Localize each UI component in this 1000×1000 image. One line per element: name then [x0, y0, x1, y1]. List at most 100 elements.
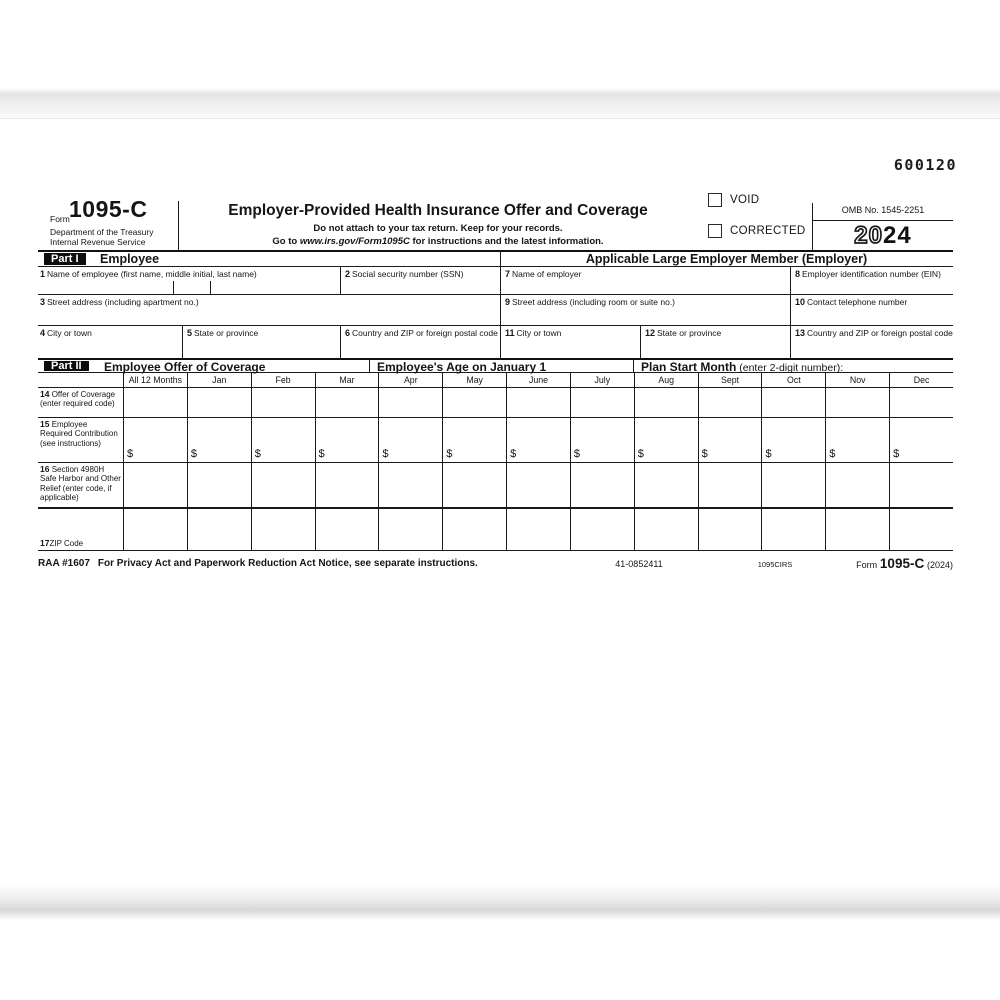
plan-start-month-bold: Plan Start Month [641, 360, 737, 374]
dept-line-1: Department of the Treasury [50, 227, 154, 237]
form-footer: RAA #1607 For Privacy Act and Paperwork R… [38, 556, 953, 576]
year-bold: 24 [883, 222, 912, 249]
field-8-ein[interactable]: 8 Employer identification number (EIN) [790, 267, 953, 294]
row-15-entry-cell[interactable]: $ [569, 418, 634, 462]
row-17-entry-cell[interactable] [761, 509, 825, 550]
field-1-number: 1 [40, 269, 46, 279]
row-14-entry-cell[interactable] [825, 388, 889, 417]
part1-employer-title: Applicable Large Employer Member (Employ… [585, 252, 868, 266]
row-14-entry-cell[interactable] [123, 388, 187, 417]
field-12-number: 12 [645, 328, 656, 338]
field-13-employer-country-zip[interactable]: 13 Country and ZIP or foreign postal code [790, 326, 953, 358]
row-15-entry-cell[interactable]: $ [506, 418, 570, 462]
row-16-entry-cell[interactable] [378, 463, 442, 507]
row-16-entry-cell[interactable] [697, 463, 762, 507]
footer-form-word: Form [856, 560, 878, 570]
plan-start-month-rest[interactable]: (enter 2-digit number): [736, 362, 844, 374]
serial-number: 600120 [893, 156, 957, 174]
part2-band-divider-2 [633, 360, 634, 372]
field-1-name-of-employee[interactable]: 1 Name of employee (first name, middle in… [38, 267, 340, 294]
plan-start-month-title: Plan Start Month (enter 2-digit number): [641, 360, 843, 374]
dollar-sign: $ [318, 448, 325, 460]
field-11-employer-city[interactable]: 11 City or town [500, 326, 640, 358]
field-6-label: Country and ZIP or foreign postal code [352, 328, 498, 338]
part2-box: Part II [44, 360, 89, 372]
month-header-may: May [442, 373, 506, 387]
field-4-city[interactable]: 4 City or town [38, 326, 182, 358]
row-15-entry-cell[interactable]: $ [123, 418, 187, 462]
employee-age-title: Employee's Age on January 1 [377, 360, 547, 374]
row-14-entry-cell[interactable] [442, 388, 506, 417]
row-15-entry-cell[interactable]: $ [761, 418, 825, 462]
row-17-entry-cell[interactable] [314, 509, 379, 550]
part2-title: Employee Offer of Coverage [104, 360, 266, 374]
row-15-entry-cell[interactable]: $ [442, 418, 506, 462]
field-6-country-zip[interactable]: 6 Country and ZIP or foreign postal code [340, 326, 500, 358]
row-17-entry-cell[interactable] [123, 509, 187, 550]
row-16-entry-cell[interactable] [761, 463, 825, 507]
void-checkbox[interactable] [708, 193, 722, 207]
row-15-entry-cell[interactable]: $ [186, 418, 251, 462]
row-14-entry-cell[interactable] [250, 388, 315, 417]
field-5-state[interactable]: 5 State or province [182, 326, 340, 358]
row-14-entry-cell[interactable] [314, 388, 379, 417]
row-17-entry-cell[interactable] [633, 509, 698, 550]
month-header-sept: Sept [697, 373, 762, 387]
row-16-entry-cell[interactable] [569, 463, 634, 507]
corrected-checkbox[interactable] [708, 224, 722, 238]
form-word: Form [50, 214, 70, 224]
row-14-entry-cell[interactable] [569, 388, 634, 417]
row-14-entry-cell[interactable] [697, 388, 762, 417]
row-15-entry-cell[interactable]: $ [697, 418, 762, 462]
row-15-entry-cell[interactable]: $ [314, 418, 379, 462]
row-16-entry-cell[interactable] [825, 463, 889, 507]
row-14-label: 14 Offer of Coverage (enter required cod… [40, 389, 116, 409]
row-17-entry-cell[interactable] [697, 509, 762, 550]
row-16-entry-cell[interactable] [889, 463, 953, 507]
row-14-entry-cell[interactable] [889, 388, 953, 417]
row-17-entry-cell[interactable] [378, 509, 442, 550]
row-15-entry-cell[interactable]: $ [825, 418, 889, 462]
row-15-entry-cell[interactable]: $ [889, 418, 953, 462]
row-17-entry-cell[interactable] [250, 509, 315, 550]
row-16-entry-cell[interactable] [633, 463, 698, 507]
row-16-entry-cell[interactable] [250, 463, 315, 507]
form-number: 1095-C [69, 196, 148, 222]
row-17-entry-cell[interactable] [442, 509, 506, 550]
form-title: Employer-Provided Health Insurance Offer… [228, 202, 648, 219]
dollar-sign: $ [893, 448, 900, 460]
row-17-entry-cell[interactable] [186, 509, 251, 550]
row-17-entry-cell[interactable] [889, 509, 953, 550]
field-12-employer-state[interactable]: 12 State or province [640, 326, 790, 358]
row-16-entry-cell[interactable] [123, 463, 187, 507]
row-15-entry-cell[interactable]: $ [633, 418, 698, 462]
row-17-entry-cell[interactable] [506, 509, 570, 550]
dollar-sign: $ [637, 448, 644, 460]
row-14-entry-cell[interactable] [378, 388, 442, 417]
row-14-entry-cell[interactable] [761, 388, 825, 417]
month-header-jan: Jan [186, 373, 251, 387]
row-16-entry-cell[interactable] [442, 463, 506, 507]
field-10-number: 10 [795, 297, 806, 307]
subtitle2-suffix: for instructions and the latest informat… [409, 236, 604, 247]
privacy-notice: RAA #1607 For Privacy Act and Paperwork R… [38, 558, 478, 569]
field-3-street-address[interactable]: 3 Street address (including apartment no.… [38, 295, 500, 325]
header-divider [178, 201, 179, 250]
row-17-entry-cell[interactable] [569, 509, 634, 550]
row-16-entry-cell[interactable] [314, 463, 379, 507]
row-14-entry-cell[interactable] [633, 388, 698, 417]
row-16-entry-cell[interactable] [186, 463, 251, 507]
field-2-ssn[interactable]: 2 Social security number (SSN) [340, 267, 500, 294]
corrected-label: CORRECTED [730, 225, 806, 237]
field-7-employer-name[interactable]: 7 Name of employer [500, 267, 790, 294]
month-header-june: June [506, 373, 570, 387]
field-10-phone[interactable]: 10 Contact telephone number [790, 295, 953, 325]
row-15-entry-cell[interactable]: $ [250, 418, 315, 462]
row-17-entry-cell[interactable] [825, 509, 889, 550]
row-14-entry-cell[interactable] [186, 388, 251, 417]
row-15-entry-cell[interactable]: $ [378, 418, 442, 462]
row-14-entry-cell[interactable] [506, 388, 570, 417]
dollar-sign: $ [765, 448, 772, 460]
row-16-entry-cell[interactable] [506, 463, 570, 507]
field-9-employer-street[interactable]: 9 Street address (including room or suite… [500, 295, 790, 325]
